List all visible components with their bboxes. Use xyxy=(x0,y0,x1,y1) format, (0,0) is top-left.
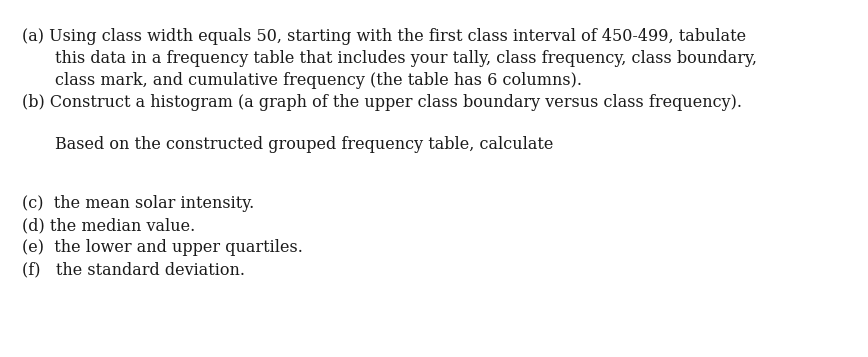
Text: (a) Using class width equals 50, starting with the first class interval of 450-4: (a) Using class width equals 50, startin… xyxy=(22,28,746,45)
Text: (f)   the standard deviation.: (f) the standard deviation. xyxy=(22,261,245,278)
Text: this data in a frequency table that includes your tally, class frequency, class : this data in a frequency table that incl… xyxy=(55,50,757,67)
Text: class mark, and cumulative frequency (the table has 6 columns).: class mark, and cumulative frequency (th… xyxy=(55,72,582,89)
Text: (d) the median value.: (d) the median value. xyxy=(22,217,195,234)
Text: (c)  the mean solar intensity.: (c) the mean solar intensity. xyxy=(22,195,254,212)
Text: Based on the constructed grouped frequency table, calculate: Based on the constructed grouped frequen… xyxy=(55,136,554,153)
Text: (e)  the lower and upper quartiles.: (e) the lower and upper quartiles. xyxy=(22,239,303,256)
Text: (b) Construct a histogram (a graph of the upper class boundary versus class freq: (b) Construct a histogram (a graph of th… xyxy=(22,94,742,111)
